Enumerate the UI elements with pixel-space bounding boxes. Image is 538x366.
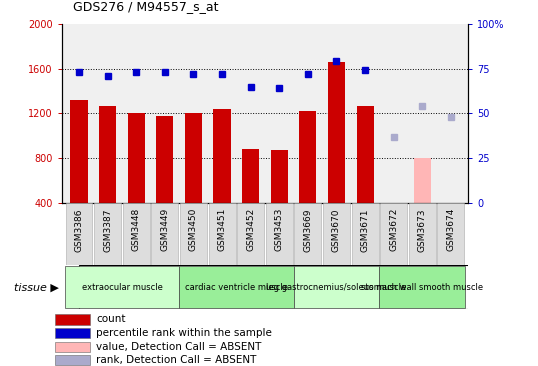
Text: value, Detection Call = ABSENT: value, Detection Call = ABSENT bbox=[96, 342, 261, 352]
Bar bbox=[352, 203, 379, 265]
Text: stomach wall smooth muscle: stomach wall smooth muscle bbox=[361, 283, 483, 292]
Bar bbox=[414, 158, 431, 203]
Bar bbox=[271, 150, 288, 203]
Bar bbox=[357, 106, 374, 203]
Bar bbox=[55, 314, 90, 325]
Bar bbox=[328, 62, 345, 203]
Bar bbox=[299, 111, 316, 203]
Bar bbox=[55, 355, 90, 365]
Bar bbox=[294, 266, 379, 309]
Text: percentile rank within the sample: percentile rank within the sample bbox=[96, 328, 272, 338]
Bar bbox=[156, 116, 173, 203]
Text: GSM3453: GSM3453 bbox=[275, 208, 284, 251]
Bar bbox=[180, 203, 207, 265]
Bar bbox=[409, 203, 436, 265]
Bar bbox=[70, 100, 88, 203]
Bar bbox=[214, 109, 231, 203]
Bar bbox=[123, 203, 150, 265]
Text: GSM3452: GSM3452 bbox=[246, 208, 255, 251]
Text: cardiac ventricle muscle: cardiac ventricle muscle bbox=[185, 283, 288, 292]
Text: rank, Detection Call = ABSENT: rank, Detection Call = ABSENT bbox=[96, 355, 257, 365]
Bar bbox=[128, 113, 145, 203]
Bar bbox=[380, 203, 407, 265]
Bar bbox=[442, 203, 459, 235]
Bar bbox=[323, 203, 350, 265]
Text: GSM3450: GSM3450 bbox=[189, 208, 198, 251]
Bar bbox=[179, 266, 294, 309]
Bar bbox=[66, 203, 93, 265]
Text: GSM3674: GSM3674 bbox=[447, 208, 455, 251]
Text: GSM3386: GSM3386 bbox=[75, 208, 83, 251]
Bar bbox=[99, 106, 116, 203]
Bar bbox=[385, 203, 402, 236]
Bar bbox=[65, 266, 179, 309]
Bar bbox=[379, 266, 465, 309]
Bar bbox=[237, 203, 264, 265]
Bar bbox=[266, 203, 293, 265]
Text: count: count bbox=[96, 314, 125, 325]
Bar bbox=[209, 203, 236, 265]
Text: GSM3670: GSM3670 bbox=[332, 208, 341, 251]
Text: GSM3449: GSM3449 bbox=[160, 208, 169, 251]
Text: GSM3448: GSM3448 bbox=[132, 208, 141, 251]
Bar bbox=[55, 328, 90, 338]
Text: GSM3673: GSM3673 bbox=[418, 208, 427, 251]
Text: GSM3451: GSM3451 bbox=[217, 208, 226, 251]
Text: leg gastrocnemius/soleus muscle: leg gastrocnemius/soleus muscle bbox=[266, 283, 407, 292]
Bar bbox=[242, 149, 259, 203]
Text: GSM3387: GSM3387 bbox=[103, 208, 112, 251]
Bar bbox=[94, 203, 121, 265]
Text: GSM3669: GSM3669 bbox=[303, 208, 313, 251]
Bar bbox=[55, 341, 90, 352]
Text: GSM3671: GSM3671 bbox=[360, 208, 370, 251]
Bar bbox=[185, 113, 202, 203]
Bar bbox=[294, 203, 321, 265]
Text: extraocular muscle: extraocular muscle bbox=[81, 283, 162, 292]
Bar bbox=[151, 203, 178, 265]
Bar bbox=[437, 203, 464, 265]
Text: tissue ▶: tissue ▶ bbox=[15, 282, 59, 292]
Text: GDS276 / M94557_s_at: GDS276 / M94557_s_at bbox=[73, 0, 218, 13]
Text: GSM3672: GSM3672 bbox=[389, 208, 398, 251]
